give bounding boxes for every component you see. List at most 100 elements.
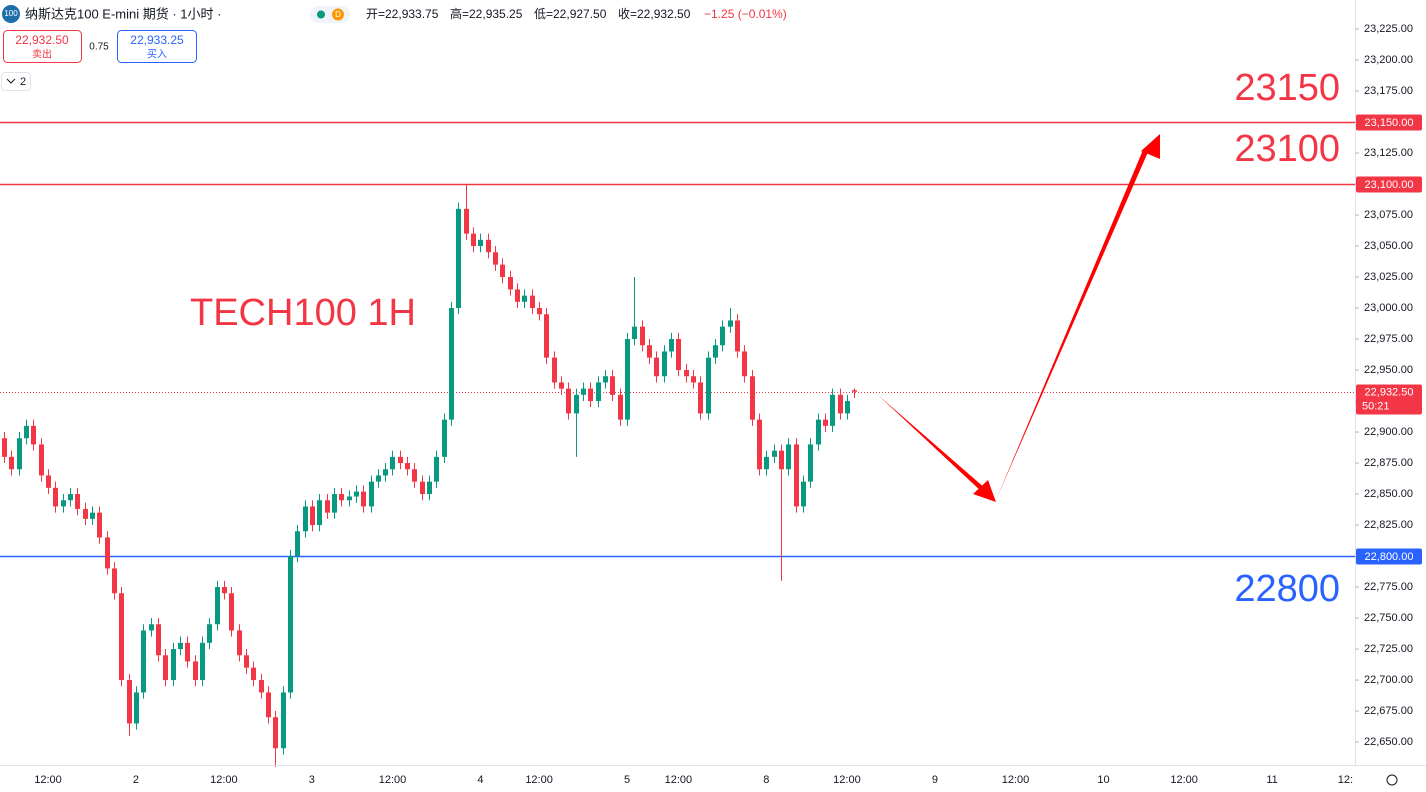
candle-body (559, 382, 564, 389)
sell-label: 卖出 (32, 48, 52, 61)
buy-label: 买入 (147, 49, 167, 61)
candle-body (574, 394, 579, 414)
x-tick-label: 12:00 (1170, 774, 1198, 786)
candle-body (449, 308, 454, 420)
candle-body (456, 208, 461, 309)
candle-body (178, 642, 183, 650)
candle-body (640, 326, 645, 346)
candle-body (244, 655, 249, 668)
x-tick-label: 11 (1266, 774, 1277, 786)
candle-body (347, 496, 352, 501)
candle-body (588, 388, 593, 402)
candle-body (229, 593, 234, 631)
level-badge-label: 23,100.00 (1365, 179, 1414, 191)
level-badge (1356, 176, 1422, 193)
candle-body (478, 239, 483, 247)
annotation: 23150 (1234, 67, 1340, 109)
y-tick-label: 22,975.00 (1364, 333, 1413, 345)
x-tick-label: 12:00 (665, 774, 693, 786)
candle-body (215, 587, 220, 625)
buy-button[interactable] (117, 30, 197, 63)
y-tick-label: 22,700.00 (1364, 674, 1413, 686)
candle-body (434, 456, 439, 482)
candle-body (698, 382, 703, 414)
candle-body (728, 320, 733, 327)
plot-area (0, 121, 1355, 767)
candle-body (53, 487, 58, 507)
forecast-arrows (878, 134, 1160, 502)
x-tick-label: 12:00 (34, 774, 62, 786)
y-tick-label: 22,775.00 (1364, 581, 1413, 593)
candle-body (750, 376, 755, 420)
countdown: 50:21 (1362, 400, 1390, 412)
candle-body (823, 419, 828, 426)
candle-body (647, 345, 652, 358)
symbol-title[interactable]: 纳斯达克100 E-mini 期货 · 1小时 · (25, 6, 221, 21)
candle-body (603, 376, 608, 383)
candle-body (654, 357, 659, 377)
candle-body (405, 463, 410, 470)
candle-body (772, 450, 777, 457)
candle-body (75, 494, 80, 509)
buy-price: 22,933.25 (130, 33, 184, 47)
candle-body (596, 382, 601, 402)
candle-body (266, 692, 271, 718)
candle-body (90, 512, 95, 519)
y-tick-label: 23,200.00 (1364, 54, 1413, 66)
arrow-shaft (996, 150, 1148, 500)
y-tick-label: 22,950.00 (1364, 364, 1413, 376)
candle-body (801, 481, 806, 507)
annotation: TECH100 1H (190, 292, 416, 334)
x-tick-label: 12:00 (833, 774, 861, 786)
candle-body (742, 351, 747, 377)
annotation: 22800 (1234, 568, 1340, 610)
candle-body (486, 239, 491, 253)
candle-body (317, 500, 322, 526)
ohlc-high: 高=22,935.25 (450, 6, 523, 21)
candle-body (354, 491, 359, 497)
y-tick-label: 22,750.00 (1364, 612, 1413, 624)
candle-body (508, 277, 513, 290)
candle-body (838, 394, 843, 414)
candle-body (544, 314, 549, 358)
candle-body (127, 680, 132, 724)
candle-body (662, 351, 667, 377)
level-badge (1356, 114, 1422, 131)
candle-body (779, 450, 784, 470)
y-tick-label: 23,075.00 (1364, 209, 1413, 221)
candle-body (68, 494, 73, 501)
y-tick-label: 22,875.00 (1364, 457, 1413, 469)
symbol-icon (2, 5, 20, 23)
candle-body (200, 642, 205, 681)
candle-body (2, 438, 7, 457)
candle-body (339, 494, 344, 501)
candle-body (112, 568, 117, 594)
candle-body (156, 624, 161, 656)
sell-button[interactable] (3, 30, 82, 63)
candle-body (830, 394, 835, 426)
y-tick-label: 23,025.00 (1364, 271, 1413, 283)
candle-body (193, 661, 198, 681)
candle-body (39, 444, 44, 476)
candle-body (794, 444, 799, 507)
candle-body (530, 295, 535, 309)
y-tick-label: 22,650.00 (1364, 736, 1413, 748)
candle-body (141, 630, 146, 693)
indicators-toggle[interactable] (1, 72, 31, 91)
candle-body (376, 475, 381, 482)
candle-body (46, 475, 51, 488)
candle-body (618, 394, 623, 420)
candle-body (171, 649, 176, 681)
candle-body (427, 481, 432, 495)
annotation: 23100 (1234, 128, 1340, 170)
candle-body (119, 593, 124, 681)
x-tick-label: 12:00 (525, 774, 553, 786)
y-tick-label: 22,725.00 (1364, 643, 1413, 655)
candle-body (845, 401, 850, 414)
settings-icon[interactable] (1386, 774, 1398, 786)
candle-body (720, 326, 725, 346)
header: 100 纳斯达克100 E-mini 期货 · 1小时 · D 开=22,933… (1, 5, 787, 91)
candle-body (735, 320, 740, 352)
candle-body (83, 508, 88, 519)
candle-body (706, 357, 711, 414)
